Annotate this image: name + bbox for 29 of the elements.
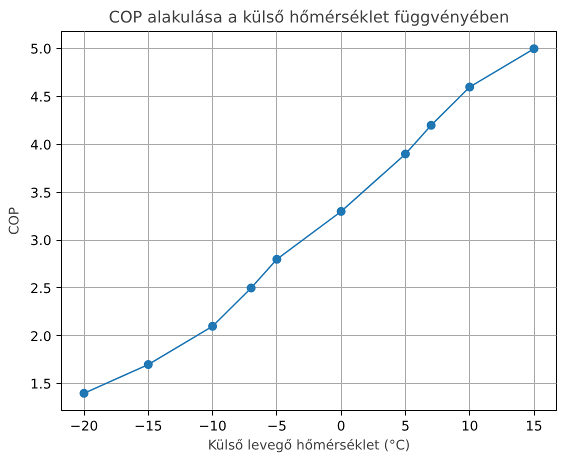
point [336, 206, 346, 216]
y-tick-label: 5.0 [30, 42, 52, 58]
x-tick-label: 5 [401, 420, 410, 434]
x-tick-label: −10 [198, 420, 227, 434]
x-tick-label: −20 [70, 420, 98, 434]
y-tick-label: 2.0 [30, 330, 52, 345]
x-tick-label: −5 [267, 420, 287, 434]
x-tick-label: 15 [526, 420, 542, 434]
y-axis-title: COP [7, 207, 22, 235]
point [426, 120, 436, 130]
y-tick-label: 3.5 [30, 186, 52, 202]
point [272, 254, 282, 264]
point [144, 360, 153, 370]
y-tick-label: 1.5 [30, 378, 52, 393]
point [208, 322, 218, 331]
point [400, 150, 410, 158]
point [246, 284, 256, 292]
point [465, 82, 474, 92]
x-axis-title: Külső levegő hőmérséklet (°C) [208, 438, 410, 454]
x-tick-label: 0 [336, 420, 346, 434]
point [80, 388, 88, 398]
y-tick-label: 3.0 [30, 234, 52, 250]
y-tick-label: 4.0 [30, 138, 52, 154]
chart-title: COP alakulása a külső hőmérséklet függvényében [108, 8, 510, 26]
y-tick-label: 4.5 [30, 90, 52, 106]
x-tick-label: −15 [134, 420, 162, 434]
x-tick-label: 10 [461, 420, 478, 434]
y-tick-label: 2.5 [30, 282, 52, 297]
point [530, 44, 538, 54]
